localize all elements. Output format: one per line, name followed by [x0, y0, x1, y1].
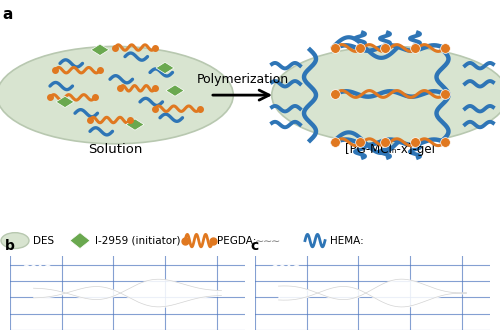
Text: I-2959 (initiator): I-2959 (initiator)	[95, 235, 180, 246]
Text: Polymerization: Polymerization	[196, 73, 288, 86]
Text: Solution: Solution	[88, 143, 142, 156]
Text: DES: DES	[32, 235, 54, 246]
Polygon shape	[70, 233, 90, 248]
Polygon shape	[126, 119, 144, 130]
Ellipse shape	[272, 46, 500, 144]
Polygon shape	[156, 62, 174, 74]
Ellipse shape	[0, 46, 233, 144]
Polygon shape	[166, 85, 184, 96]
Text: [PG-MClₙ-x]-gel: [PG-MClₙ-x]-gel	[345, 143, 435, 156]
Text: b: b	[6, 239, 15, 253]
Circle shape	[1, 233, 29, 248]
Text: c: c	[250, 239, 258, 253]
Polygon shape	[91, 44, 109, 56]
Polygon shape	[56, 96, 74, 108]
Text: PEGDA:: PEGDA:	[218, 235, 257, 246]
Text: HEMA:: HEMA:	[330, 235, 364, 246]
Text: -60°C: -60°C	[267, 265, 300, 275]
Text: a: a	[2, 7, 13, 22]
Text: 20°C: 20°C	[22, 265, 51, 275]
Text: $\mathregular{\sim\!\!\!\sim\!\!\!\sim}$: $\mathregular{\sim\!\!\!\sim\!\!\!\sim}$	[252, 235, 282, 246]
